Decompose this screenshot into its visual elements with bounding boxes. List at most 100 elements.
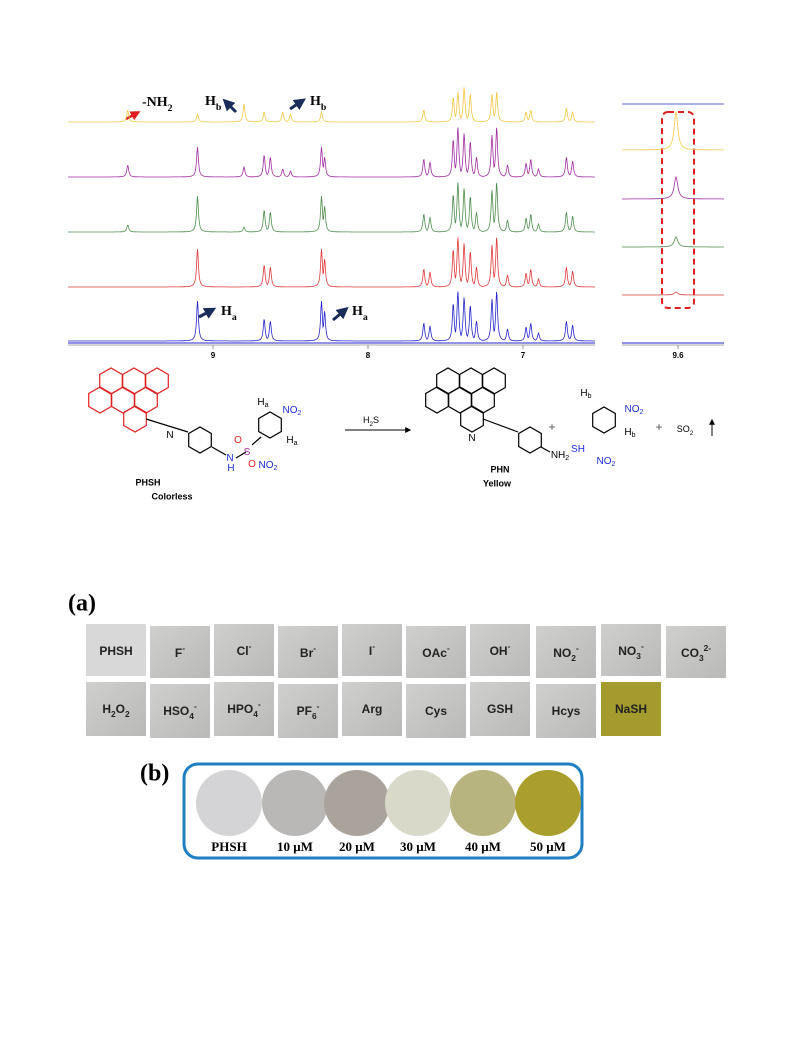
sample-card	[536, 684, 596, 738]
bond	[540, 446, 551, 453]
text-part: Hcys	[552, 704, 581, 718]
sample-card	[536, 626, 596, 678]
sample-card	[406, 684, 466, 738]
inset-spectrum	[622, 291, 724, 296]
atom-label: NH2	[551, 450, 569, 463]
byproduct: SO2	[677, 424, 694, 437]
plus: +	[655, 420, 662, 434]
sample-card	[278, 684, 338, 738]
text-part: -	[372, 641, 375, 651]
peak-label: Ha	[221, 304, 237, 323]
sample-label: PF6-	[297, 701, 320, 721]
text-part: b	[632, 432, 636, 439]
sample-label: GSH	[487, 702, 513, 716]
sample-label: 40 μM	[465, 839, 501, 854]
sample-card	[470, 682, 530, 736]
text-part: 2	[274, 465, 278, 472]
text-part: SO	[677, 424, 690, 434]
text-part: b	[321, 102, 327, 113]
panel-b-frame	[182, 762, 584, 860]
text-part: a	[363, 312, 368, 323]
text-part: H	[363, 415, 370, 425]
sample-card	[86, 624, 146, 676]
ring	[460, 405, 484, 433]
text-part: NO	[283, 405, 298, 416]
atom-label: NO2	[597, 456, 616, 469]
sample-label: HSO4-	[163, 701, 197, 721]
reagent: H2S	[363, 415, 379, 428]
text-part: N	[166, 430, 173, 441]
atom-label: O	[248, 459, 256, 470]
spectrum	[68, 182, 595, 233]
ring	[436, 367, 460, 395]
text-part: HSO	[163, 704, 189, 718]
text-part: -	[313, 643, 316, 653]
sample-disc	[262, 770, 328, 836]
text-part: OAc	[422, 646, 447, 660]
text-part: NH	[551, 450, 565, 461]
spectrum	[68, 291, 595, 342]
text-part: Cl	[237, 644, 249, 658]
text-part: SH	[571, 444, 585, 455]
sample-label: Cys	[425, 704, 447, 718]
sample-disc	[515, 770, 581, 836]
ring	[134, 386, 158, 414]
text-part: 2	[298, 410, 302, 417]
peak-label: Ha	[352, 304, 368, 323]
spectrum	[68, 237, 595, 288]
atom-label: Ha	[286, 435, 297, 448]
atom-label: Ha	[257, 397, 268, 410]
compound-name: PHN	[490, 464, 509, 474]
sample-card	[342, 682, 402, 736]
sample-label: PHSH	[211, 839, 246, 854]
text-part: H	[286, 435, 293, 446]
panel-label: (b)	[140, 761, 169, 787]
tick-label: 9.6	[672, 351, 684, 360]
text-part: a	[265, 402, 269, 409]
text-part: NO	[259, 460, 274, 471]
sample-label: Arg	[362, 702, 383, 716]
sample-label: NaSH	[615, 702, 647, 716]
compound-state: Yellow	[483, 478, 512, 488]
text-part: a	[294, 440, 298, 447]
text-part: 2	[565, 455, 569, 462]
text-part: NO	[597, 456, 612, 467]
text-part: N	[468, 433, 475, 444]
text-part: b	[216, 102, 222, 113]
ring	[88, 386, 112, 414]
sample-label: 30 μM	[400, 839, 436, 854]
text-part: H	[624, 427, 631, 438]
sample-card	[470, 624, 530, 676]
ring	[482, 367, 506, 395]
atom-label: N	[226, 453, 233, 464]
atom-label: NO2	[283, 405, 302, 418]
plus: +	[548, 420, 555, 434]
text-part: 6	[312, 711, 317, 721]
text-part: 2	[571, 653, 576, 663]
text-part: 2-	[704, 643, 712, 653]
ring	[122, 367, 146, 395]
text-part: H	[310, 94, 321, 109]
text-part: O	[116, 702, 125, 716]
text-part: -	[641, 641, 644, 651]
text-part: NO	[625, 404, 640, 415]
text-part: -	[447, 643, 450, 653]
atom-label: NO2	[259, 460, 278, 473]
text-part: H	[205, 94, 216, 109]
ring	[258, 411, 282, 439]
text-part: H	[221, 304, 232, 319]
text-part: O	[248, 459, 256, 470]
text-part: -	[576, 643, 579, 653]
arrow	[222, 98, 238, 114]
bond	[482, 418, 519, 433]
ring	[448, 386, 472, 414]
ring	[99, 367, 123, 395]
compound-state: Colorless	[151, 491, 192, 501]
nmr-spectra	[68, 87, 724, 346]
inset-spectrum	[622, 236, 724, 248]
tick-label: 8	[366, 351, 371, 360]
ring	[518, 426, 542, 454]
bond	[145, 418, 189, 433]
reaction-scheme	[345, 418, 715, 436]
